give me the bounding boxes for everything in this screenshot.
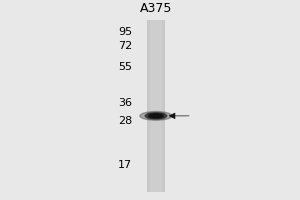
Ellipse shape <box>145 113 167 119</box>
Text: 72: 72 <box>118 41 132 51</box>
Text: 55: 55 <box>118 62 132 72</box>
Text: A375: A375 <box>140 2 172 15</box>
Text: 95: 95 <box>118 27 132 37</box>
Ellipse shape <box>140 112 172 120</box>
Text: 36: 36 <box>118 98 132 108</box>
Ellipse shape <box>149 114 163 118</box>
Bar <box>150 20 162 192</box>
Ellipse shape <box>152 115 160 117</box>
Text: 17: 17 <box>118 160 132 170</box>
Bar <box>147 20 165 192</box>
Text: 28: 28 <box>118 116 132 126</box>
